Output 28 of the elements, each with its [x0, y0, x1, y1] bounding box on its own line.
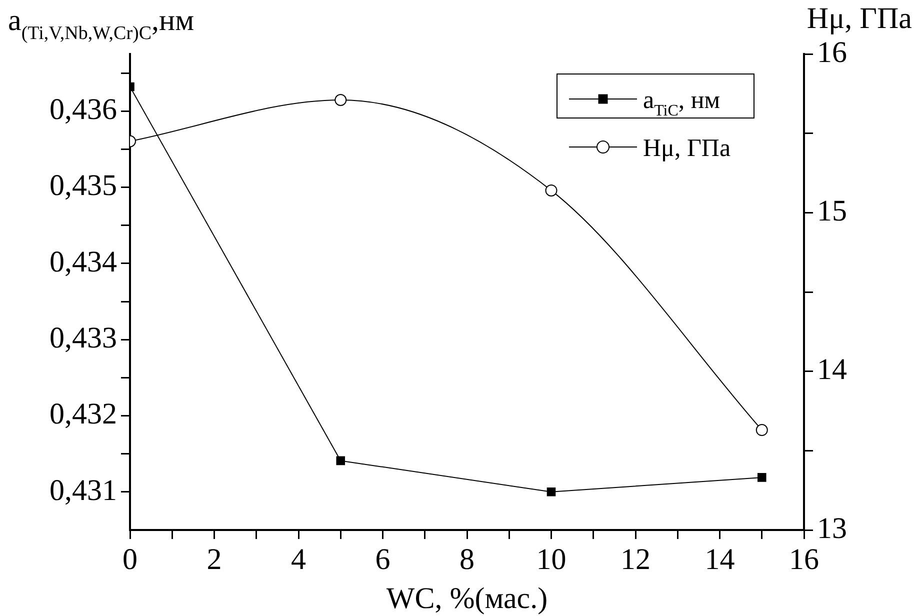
y-tick-label: 0,433: [50, 321, 117, 354]
y-tick-label: 0,434: [50, 245, 117, 278]
y2-tick-label: 15: [817, 194, 847, 228]
y2-tick-label: 14: [817, 353, 847, 386]
x-tick-label: 0: [122, 542, 138, 576]
y2-axis-title: Hμ, ГПа: [806, 2, 912, 35]
x-tick-label: 16: [789, 542, 819, 576]
x-axis-title: WC, %(мас.): [386, 582, 548, 615]
x-tick-label: 2: [206, 542, 222, 576]
legend-label: Hμ, ГПа: [643, 135, 731, 162]
x-tick-label: 12: [620, 542, 650, 576]
x-tick-label: 8: [460, 542, 474, 576]
x-tick-label: 4: [291, 542, 306, 576]
x-tick-label: 10: [536, 542, 566, 576]
point: [756, 424, 768, 436]
point: [545, 184, 558, 196]
point: [334, 94, 347, 106]
point: [336, 456, 346, 466]
point: [546, 488, 556, 496]
y-tick-label: 0,432: [50, 398, 117, 431]
x-tick-label: 14: [704, 542, 735, 576]
x-tick-label: 6: [375, 542, 390, 576]
y-tick-label: 0,431: [50, 474, 117, 507]
y-tick-label: 0,436: [50, 92, 117, 126]
point: [757, 473, 766, 482]
y2-tick-label: 16: [817, 36, 847, 69]
y-tick-label: 0,435: [50, 169, 117, 202]
y2-tick-label: 13: [817, 512, 847, 545]
